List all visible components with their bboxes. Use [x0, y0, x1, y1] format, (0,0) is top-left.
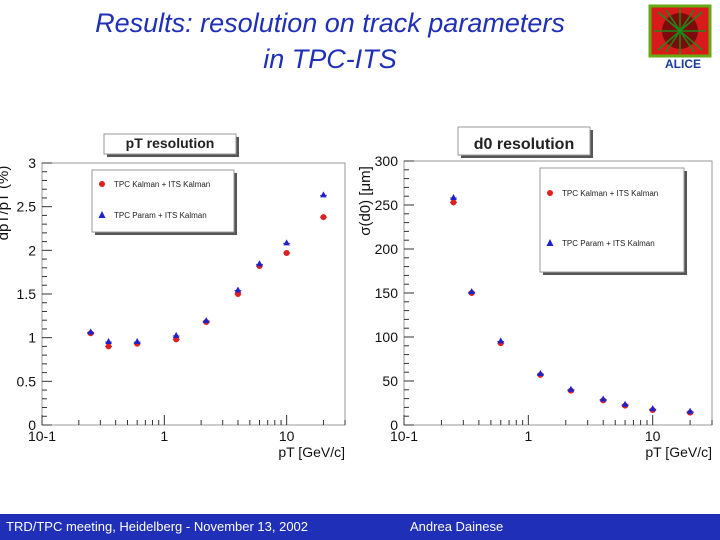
legend-label: TPC Kalman + ITS Kalman: [114, 180, 210, 189]
data-point-param: [450, 193, 457, 200]
data-point-param: [202, 317, 210, 324]
legend-label: TPC Param + ITS Kalman: [114, 211, 207, 220]
y-tick-label: 3: [28, 155, 36, 171]
legend-marker-kalman: [547, 190, 553, 196]
x-tick-label: 1: [524, 428, 532, 444]
y-tick-label: 300: [375, 153, 399, 169]
y-tick-label: 0: [28, 417, 36, 433]
x-tick-label: 10-1: [28, 428, 56, 444]
data-point-param: [567, 385, 575, 392]
data-point-kalman: [105, 343, 112, 350]
x-tick-label: 1: [160, 428, 168, 444]
data-point-param: [87, 328, 94, 335]
y-tick-label: 1.5: [17, 286, 37, 302]
data-point-kalman: [283, 249, 290, 256]
y-axis-label: dpT/pT (%): [0, 166, 12, 241]
y-axis-label: σ(d0) [μm]: [357, 166, 374, 236]
y-tick-label: 250: [375, 197, 399, 213]
legend-box: [91, 169, 235, 233]
data-point-param: [320, 191, 327, 198]
x-tick-label: 10: [645, 428, 661, 444]
data-point-kalman: [320, 214, 327, 221]
data-point-param: [497, 337, 505, 344]
y-tick-label: 0: [390, 417, 398, 433]
footer-author-text: Andrea Dainese: [410, 519, 504, 534]
data-point-param: [537, 369, 544, 376]
data-point-param: [172, 331, 180, 338]
data-point-param: [468, 288, 475, 295]
x-tick-label: 10: [279, 428, 295, 444]
data-point-param: [283, 239, 290, 246]
y-tick-label: 150: [375, 285, 399, 301]
x-tick-label: 10-1: [390, 428, 418, 444]
title-box: [103, 133, 237, 155]
y-tick-label: 2.5: [17, 199, 37, 215]
y-tick-label: 1: [28, 330, 36, 346]
chart-title: d0 resolution: [474, 136, 574, 153]
y-tick-label: 0.5: [17, 373, 37, 389]
y-tick-label: 50: [382, 373, 398, 389]
legend-marker-param: [546, 239, 554, 246]
slide-title-line-1: Results: resolution on track parameters: [95, 8, 565, 38]
y-tick-label: 200: [375, 241, 399, 257]
legend-label: TPC Kalman + ITS Kalman: [562, 189, 658, 198]
data-point-param: [686, 407, 694, 414]
data-point-param: [234, 286, 242, 293]
alice-logo: ALICE: [648, 4, 712, 70]
legend-label: TPC Param + ITS Kalman: [562, 239, 655, 248]
chart-title: pT resolution: [126, 135, 215, 151]
y-tick-label: 2: [28, 242, 36, 258]
data-point-param: [649, 405, 656, 412]
legend-marker-param: [98, 211, 106, 218]
legend-marker-kalman: [99, 181, 105, 187]
x-axis-label: pT [GeV/c]: [645, 444, 712, 460]
logo-text: ALICE: [665, 57, 701, 70]
title-box: [457, 126, 591, 156]
slide-title-line-2: in TPC-ITS: [263, 44, 397, 74]
data-point-param: [621, 400, 629, 407]
data-point-param: [133, 338, 141, 345]
data-point-param: [256, 260, 263, 267]
data-point-param: [599, 395, 607, 402]
footer-bar: TRD/TPC meeting, Heidelberg - November 1…: [0, 514, 720, 540]
data-point-param: [105, 338, 112, 345]
x-axis-label: pT [GeV/c]: [278, 444, 345, 460]
footer-meeting-text: TRD/TPC meeting, Heidelberg - November 1…: [6, 519, 309, 534]
y-tick-label: 100: [375, 329, 399, 345]
legend-box: [539, 167, 685, 273]
data-point-kalman: [450, 199, 457, 206]
